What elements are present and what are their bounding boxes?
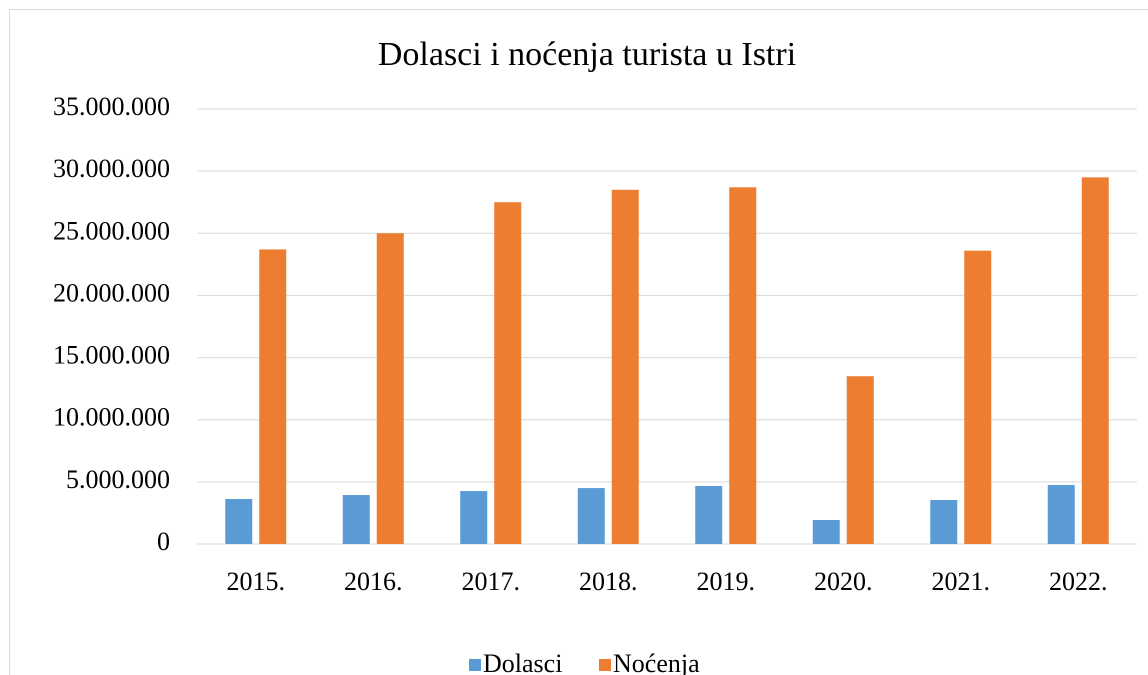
chart-frame [9,9,1148,675]
y-tick-label: 15.000.000 [53,341,170,370]
bar [695,485,723,544]
bar [460,491,488,544]
legend-label: Dolasci [483,649,562,675]
bar [1081,177,1109,544]
x-tick-label: 2021. [932,567,991,596]
bar [259,249,287,544]
x-tick-label: 2019. [697,567,756,596]
y-tick-label: 0 [157,527,170,556]
x-tick-label: 2017. [462,567,521,596]
bar [577,488,605,544]
bar [812,520,840,544]
chart-title: Dolasci i noćenja turista u Istri [378,36,796,73]
bar [930,500,958,544]
bar [846,376,874,544]
bar [225,499,253,544]
y-tick-label: 35.000.000 [53,92,170,121]
x-tick-label: 2016. [344,567,403,596]
bar [494,202,522,544]
bar [1047,484,1075,544]
y-tick-label: 5.000.000 [66,465,170,494]
bar [611,189,639,545]
y-tick-label: 20.000.000 [53,278,170,307]
bar [376,233,404,545]
x-tick-label: 2018. [579,567,638,596]
x-tick-label: 2020. [814,567,873,596]
y-tick-label: 30.000.000 [53,154,170,183]
bar [342,495,370,544]
x-tick-label: 2015. [227,567,286,596]
x-tick-label: 2022. [1049,567,1108,596]
bar [964,250,992,544]
legend-swatch [469,659,481,671]
y-tick-label: 25.000.000 [53,216,170,245]
legend-swatch [599,659,611,671]
legend-label: Noćenja [613,649,700,675]
bar [729,187,757,545]
y-tick-label: 10.000.000 [53,403,170,432]
